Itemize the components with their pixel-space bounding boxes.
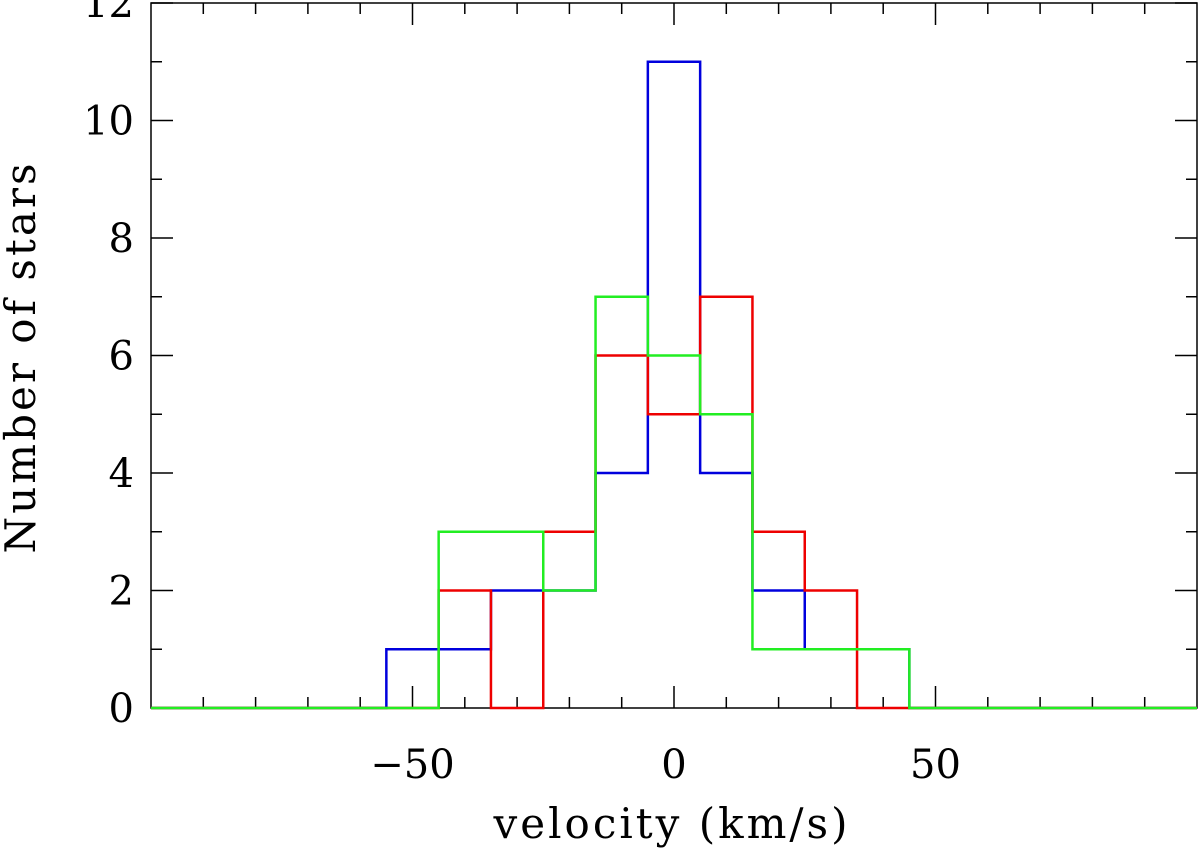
series-green-histogram	[151, 295, 1197, 710]
x-tick-label: −50	[370, 742, 454, 788]
y-tick-label: 12	[83, 0, 134, 27]
x-tick-label: 50	[910, 742, 961, 788]
axis-tick-labels: −50 0 50 0 2 4 6 8 10 12	[83, 0, 961, 788]
y-tick-label: 0	[109, 686, 134, 732]
x-axis-title: velocity (km/s)	[493, 799, 851, 848]
y-tick-label: 8	[109, 216, 134, 262]
y-axis-title: Number of stars	[0, 160, 45, 553]
y-tick-label: 2	[109, 569, 134, 615]
series-red-histogram	[151, 295, 1197, 710]
x-tick-label: 0	[661, 742, 686, 788]
y-tick-label: 10	[83, 99, 134, 145]
y-tick-label: 6	[109, 334, 134, 380]
axis-ticks	[151, 2, 1197, 709]
y-tick-label: 4	[109, 451, 134, 497]
series-blue-histogram	[151, 60, 1197, 710]
histogram-series	[151, 60, 1197, 710]
